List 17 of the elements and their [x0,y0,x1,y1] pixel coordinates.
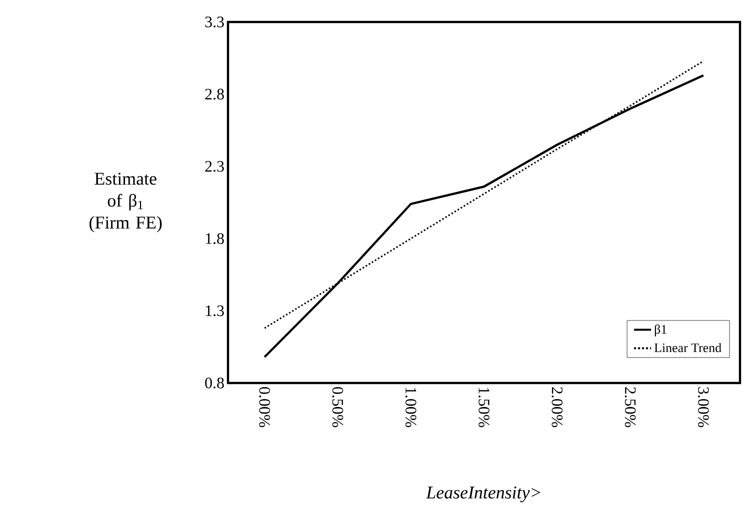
x-tick-label: 2.50% [624,387,636,428]
y-axis-title: Estimate of β$_{1}$ (Firm FE) [90,172,162,232]
y-tick-label: 1.3 [206,305,224,316]
x-tick-label: 2.00% [552,387,563,428]
y-tick-label: 2.8 [205,88,224,100]
y-tick-label: 3.3 [205,16,224,28]
legend-label: β1 [654,324,666,336]
x-tick-label: 1.00% [405,388,416,428]
y-tick-label: 1.8 [206,233,224,244]
x-tick-label: 0.50% [332,387,344,428]
x-tick-label: 3.00% [698,387,709,428]
legend-label: Linear Trend [654,343,722,352]
y-tick-label: 2.3 [205,161,224,172]
x-axis-title: LeaseIntensity> [426,486,540,502]
y-tick-label: 0.8 [205,378,224,388]
x-tick-label: 1.50% [478,388,490,428]
x-tick-label: 0.00% [259,387,270,428]
